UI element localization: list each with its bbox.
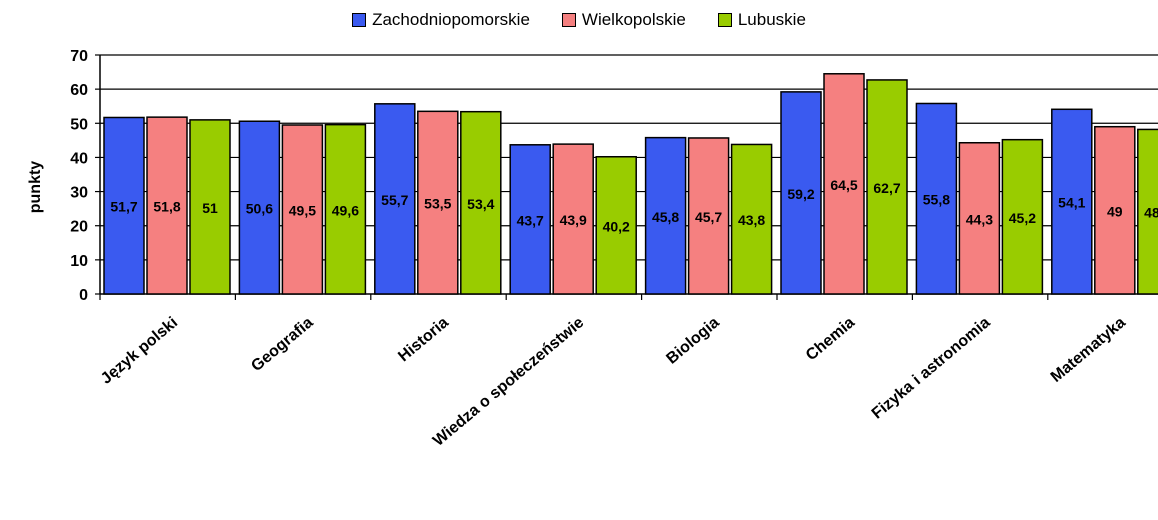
bar-4-1 [687, 137, 730, 295]
y-tick-label-20: 20 [70, 219, 88, 236]
y-tick-label-0: 0 [79, 287, 88, 304]
data-label-3-0: 43,7 [517, 212, 544, 228]
legend-item-series-2: Wielkopolskie [561, 10, 686, 30]
data-label-5-1: 64,5 [830, 177, 857, 193]
bar-0-1 [146, 116, 188, 295]
bar-5-2 [866, 79, 908, 295]
x-category-label-0: Język polski [98, 314, 181, 388]
data-label-5-0: 59,2 [787, 186, 814, 202]
bar-7-1 [1094, 125, 1136, 295]
bar-3-1 [552, 143, 594, 295]
x-category-label-4: Biologia [663, 314, 722, 368]
data-label-1-1: 49,5 [289, 202, 316, 218]
bar-6-0 [915, 102, 958, 295]
data-label-7-0: 54,1 [1058, 195, 1085, 211]
x-category-label-2: Historia [395, 314, 452, 365]
data-label-2-2: 53,4 [467, 196, 494, 212]
bar-3-0 [509, 144, 551, 295]
x-category-label-6: Fizyka i astronomia [869, 314, 994, 423]
data-label-6-0: 55,8 [923, 192, 950, 208]
data-label-2-1: 53,5 [424, 196, 451, 212]
bar-6-2 [1001, 138, 1044, 295]
data-label-0-0: 51,7 [110, 199, 137, 215]
data-label-4-0: 45,8 [652, 209, 679, 225]
data-label-6-2: 45,2 [1009, 210, 1036, 226]
data-label-4-1: 45,7 [695, 209, 722, 225]
data-label-3-1: 43,9 [560, 212, 587, 228]
data-label-6-1: 44,3 [966, 211, 993, 227]
x-category-label-5: Chemia [803, 314, 858, 364]
data-label-7-2: 48,2 [1144, 205, 1158, 221]
y-tick-label-70: 70 [70, 48, 88, 65]
bar-1-2 [324, 123, 367, 295]
bar-0-2 [189, 119, 231, 295]
bar-4-0 [644, 136, 687, 295]
legend-swatch-series-3 [717, 13, 732, 27]
bar-2-2 [460, 110, 502, 295]
data-label-0-1: 51,8 [153, 199, 180, 215]
legend-swatch-series-2 [561, 13, 576, 27]
data-label-0-2: 51 [202, 200, 218, 216]
bar-0-0 [103, 116, 145, 295]
legend-item-series-1: Zachodniopomorskie [352, 10, 530, 30]
data-label-3-2: 40,2 [603, 218, 630, 234]
bar-4-2 [730, 143, 773, 295]
bar-1-1 [281, 124, 324, 295]
y-tick-label-40: 40 [70, 150, 88, 167]
bar-5-1 [823, 73, 865, 295]
data-label-2-0: 55,7 [381, 192, 408, 208]
y-tick-label-30: 30 [70, 185, 88, 202]
data-label-5-2: 62,7 [873, 180, 900, 196]
x-category-label-1: Geografia [248, 314, 316, 375]
legend: Zachodniopomorskie Wielkopolskie Lubuski… [0, 10, 1158, 30]
data-label-1-0: 50,6 [246, 201, 273, 217]
legend-label-series-2: Wielkopolskie [581, 10, 686, 29]
bar-3-2 [595, 155, 637, 295]
y-tick-label-10: 10 [70, 253, 88, 270]
bar-6-1 [958, 141, 1001, 295]
bar-2-1 [417, 110, 459, 295]
x-category-label-7: Matematyka [1048, 314, 1129, 386]
data-label-7-1: 49 [1107, 203, 1123, 219]
y-tick-label-50: 50 [70, 116, 88, 133]
legend-swatch-series-1 [352, 13, 367, 27]
legend-label-series-3: Lubuskie [737, 10, 806, 29]
bar-1-0 [238, 120, 281, 295]
bar-5-0 [780, 91, 822, 295]
legend-item-series-3: Lubuskie [717, 10, 806, 30]
x-category-label-3: Wiedza o społeczeństwie [430, 314, 587, 450]
data-label-4-2: 43,8 [738, 212, 765, 228]
data-label-1-2: 49,6 [332, 202, 359, 218]
bar-7-0 [1051, 108, 1093, 295]
bar-2-0 [374, 103, 416, 295]
legend-label-series-1: Zachodniopomorskie [372, 10, 530, 29]
y-tick-label-60: 60 [70, 82, 88, 99]
